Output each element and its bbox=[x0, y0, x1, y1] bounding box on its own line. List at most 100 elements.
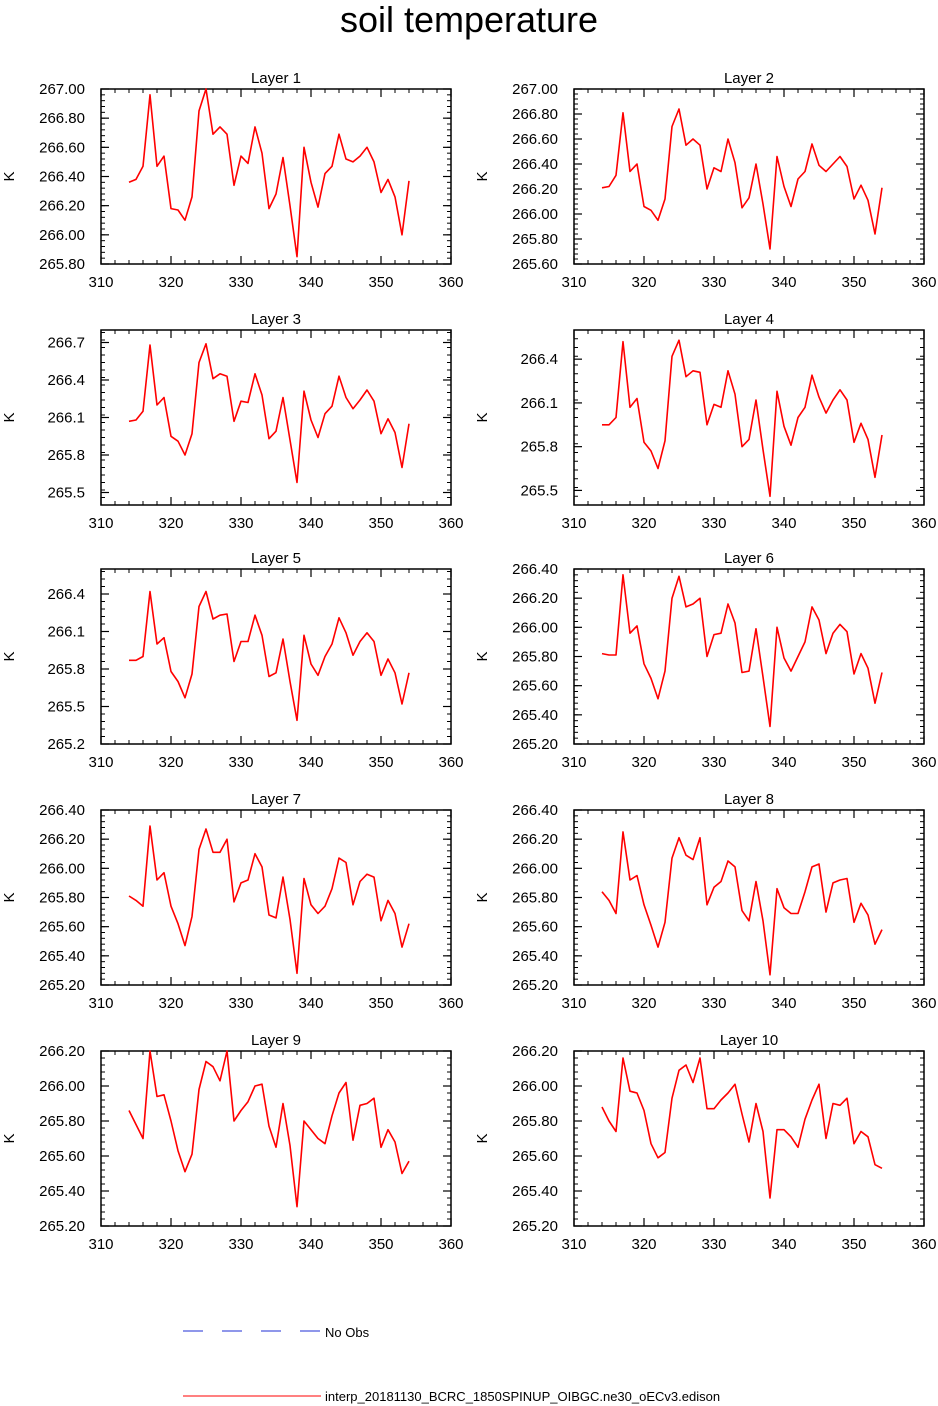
x-tick-label: 350 bbox=[368, 754, 393, 771]
y-tick-label: 265.5 bbox=[47, 485, 85, 502]
series-line bbox=[128, 825, 410, 975]
y-tick-label: 266.60 bbox=[39, 139, 85, 156]
y-axis-label: K bbox=[1, 892, 18, 902]
panel-title: Layer 3 bbox=[251, 311, 301, 328]
y-tick-label: 266.00 bbox=[512, 619, 558, 636]
x-tick-label: 310 bbox=[561, 995, 586, 1012]
plot-frame bbox=[100, 329, 452, 506]
y-tick-label: 265.80 bbox=[512, 890, 558, 907]
y-tick-label: 265.80 bbox=[512, 649, 558, 666]
x-tick-label: 310 bbox=[88, 754, 113, 771]
y-tick-label: 265.80 bbox=[512, 231, 558, 248]
y-tick-label: 265.80 bbox=[39, 890, 85, 907]
y-tick-label: 266.60 bbox=[512, 131, 558, 148]
x-tick-label: 310 bbox=[88, 274, 113, 291]
panel-title: Layer 6 bbox=[724, 550, 774, 567]
y-tick-label: 265.40 bbox=[512, 1183, 558, 1200]
x-tick-label: 350 bbox=[368, 515, 393, 532]
y-tick-label: 265.40 bbox=[39, 1183, 85, 1200]
x-tick-label: 340 bbox=[771, 274, 796, 291]
panel-title: Layer 1 bbox=[251, 70, 301, 87]
y-tick-label: 265.20 bbox=[39, 1218, 85, 1235]
y-tick-label: 265.40 bbox=[512, 948, 558, 965]
y-axis-label: K bbox=[1, 412, 18, 422]
y-tick-label: 265.60 bbox=[512, 1148, 558, 1165]
panel-title: Layer 10 bbox=[720, 1032, 778, 1049]
x-tick-label: 320 bbox=[631, 274, 656, 291]
x-tick-label: 330 bbox=[228, 515, 253, 532]
x-tick-label: 360 bbox=[911, 274, 936, 291]
x-tick-label: 330 bbox=[701, 515, 726, 532]
y-tick-label: 266.20 bbox=[512, 590, 558, 607]
x-tick-label: 330 bbox=[228, 274, 253, 291]
plot-frame bbox=[100, 88, 452, 265]
x-tick-label: 320 bbox=[158, 274, 183, 291]
y-axis-label: K bbox=[474, 1133, 491, 1143]
y-tick-label: 265.8 bbox=[47, 447, 85, 464]
x-tick-label: 310 bbox=[88, 1236, 113, 1253]
x-tick-label: 350 bbox=[368, 1236, 393, 1253]
x-tick-label: 350 bbox=[841, 515, 866, 532]
panel-title: Layer 4 bbox=[724, 311, 774, 328]
series-line bbox=[129, 590, 410, 722]
x-tick-label: 340 bbox=[298, 754, 323, 771]
y-tick-label: 265.60 bbox=[512, 919, 558, 936]
x-tick-label: 350 bbox=[841, 995, 866, 1012]
panel-title: Layer 9 bbox=[251, 1032, 301, 1049]
x-tick-label: 310 bbox=[561, 754, 586, 771]
x-tick-label: 330 bbox=[701, 995, 726, 1012]
y-axis-label: K bbox=[474, 171, 491, 181]
x-tick-label: 340 bbox=[298, 1236, 323, 1253]
x-tick-label: 360 bbox=[911, 995, 936, 1012]
x-tick-label: 330 bbox=[228, 754, 253, 771]
y-tick-label: 265.40 bbox=[512, 707, 558, 724]
y-tick-label: 265.80 bbox=[512, 1113, 558, 1130]
chart-title: soil temperature bbox=[339, 0, 599, 40]
x-tick-label: 340 bbox=[771, 1236, 796, 1253]
x-tick-label: 360 bbox=[911, 754, 936, 771]
y-tick-label: 266.20 bbox=[39, 198, 85, 215]
y-axis-label: K bbox=[474, 412, 491, 422]
x-tick-label: 360 bbox=[911, 515, 936, 532]
y-tick-label: 265.60 bbox=[512, 678, 558, 695]
y-tick-label: 266.00 bbox=[39, 1078, 85, 1095]
y-tick-label: 266.4 bbox=[47, 372, 85, 389]
y-tick-label: 265.20 bbox=[512, 977, 558, 994]
y-tick-label: 265.8 bbox=[47, 661, 85, 678]
x-tick-label: 340 bbox=[298, 274, 323, 291]
series-line bbox=[128, 1050, 410, 1208]
y-tick-label: 265.20 bbox=[512, 736, 558, 753]
x-tick-label: 330 bbox=[701, 754, 726, 771]
x-tick-label: 360 bbox=[438, 754, 463, 771]
x-tick-label: 340 bbox=[771, 754, 796, 771]
legend-label-model: interp_20181130_BCRC_1850SPINUP_OIBGC.ne… bbox=[325, 1389, 720, 1404]
y-tick-label: 267.00 bbox=[512, 81, 558, 98]
plot-frame bbox=[100, 1050, 452, 1227]
plot-frame bbox=[100, 809, 452, 986]
x-tick-label: 330 bbox=[701, 274, 726, 291]
y-tick-label: 266.20 bbox=[512, 831, 558, 848]
y-tick-label: 266.40 bbox=[512, 561, 558, 578]
series-line bbox=[128, 88, 410, 258]
x-tick-label: 320 bbox=[631, 995, 656, 1012]
x-tick-label: 340 bbox=[298, 515, 323, 532]
panel-title: Layer 5 bbox=[251, 550, 301, 567]
x-tick-label: 310 bbox=[561, 515, 586, 532]
x-tick-label: 360 bbox=[438, 515, 463, 532]
y-tick-label: 266.1 bbox=[47, 410, 85, 427]
y-tick-label: 266.40 bbox=[512, 156, 558, 173]
y-axis-label: K bbox=[1, 171, 18, 181]
y-tick-label: 266.1 bbox=[520, 395, 558, 412]
y-tick-label: 265.5 bbox=[520, 482, 558, 499]
y-tick-label: 266.80 bbox=[512, 106, 558, 123]
x-tick-label: 360 bbox=[438, 1236, 463, 1253]
plot-frame bbox=[100, 568, 452, 745]
x-tick-label: 350 bbox=[841, 1236, 866, 1253]
y-tick-label: 266.00 bbox=[512, 206, 558, 223]
panel-title: Layer 7 bbox=[251, 791, 301, 808]
y-tick-label: 265.20 bbox=[39, 977, 85, 994]
y-tick-label: 265.8 bbox=[520, 439, 558, 456]
y-tick-label: 266.20 bbox=[39, 1043, 85, 1060]
y-tick-label: 265.60 bbox=[39, 919, 85, 936]
